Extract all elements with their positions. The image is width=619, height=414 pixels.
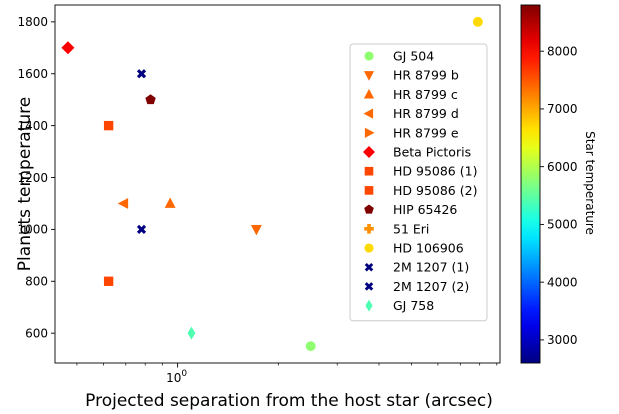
x-tick-label: 100 xyxy=(166,369,187,385)
data-point-6 xyxy=(61,41,75,55)
colorbar-tick-label: 5000 xyxy=(547,218,578,232)
legend-marker xyxy=(364,204,374,214)
legend-marker xyxy=(365,299,373,312)
legend-marker xyxy=(364,243,374,253)
y-tick-label: 1200 xyxy=(17,171,48,185)
data-point-3 xyxy=(164,197,176,208)
y-tick-label: 800 xyxy=(25,275,48,289)
legend-marker xyxy=(363,146,375,158)
data-point-4 xyxy=(117,198,129,209)
data-point-11 xyxy=(472,16,483,27)
y-tick-label: 1600 xyxy=(17,67,48,81)
legend-marker xyxy=(364,127,375,138)
colorbar-title: Star temperature xyxy=(583,131,597,235)
colorbar-gradient xyxy=(520,4,541,364)
legend-label: GJ 758 xyxy=(393,298,434,313)
colorbar-tick-label: 7000 xyxy=(547,102,578,116)
y-tick-label: 1000 xyxy=(17,223,48,237)
legend-marker xyxy=(364,186,374,195)
data-points xyxy=(16,16,483,352)
data-point-8 xyxy=(103,276,114,286)
data-point-12 xyxy=(136,69,147,79)
y-axis-title: Planets temperature xyxy=(15,97,35,271)
data-point-2 xyxy=(250,224,262,236)
legend-label: HIP 65426 xyxy=(393,202,457,217)
legend-label: Beta Pictoris xyxy=(393,145,471,160)
legend-label: 51 Eri xyxy=(393,221,429,236)
data-point-10 xyxy=(16,302,26,312)
legend-marker xyxy=(364,166,374,176)
plot-frame xyxy=(54,4,501,364)
legend-marker xyxy=(364,51,374,61)
data-point-14 xyxy=(187,326,196,340)
legend-label: GJ 504 xyxy=(393,49,434,64)
legend-label: HR 8799 b xyxy=(393,68,459,83)
legend-label: HR 8799 e xyxy=(393,125,459,140)
axes: 600 800 1000 1200 1400 1600 1800 100 xyxy=(17,4,501,385)
legend: GJ 504 HR 8799 b HR 8799 c HR 8799 d HR 8799… xyxy=(349,43,488,322)
legend-marker xyxy=(363,88,375,99)
data-point-1 xyxy=(305,341,316,352)
data-point-7 xyxy=(103,120,114,131)
legend-marker xyxy=(364,262,374,272)
legend-marker xyxy=(364,224,374,234)
legend-label: HD 95086 (2) xyxy=(393,183,477,198)
data-point-13 xyxy=(136,224,147,234)
legend-marker xyxy=(363,108,374,119)
x-axis-title: Projected separation from the host star … xyxy=(85,391,493,411)
legend-label: 2M 1207 (2) xyxy=(393,279,469,294)
colorbar: 3000 4000 5000 6000 7000 8000 xyxy=(520,4,578,364)
legend-label: HD 106906 xyxy=(393,241,464,256)
colorbar-tick-label: 6000 xyxy=(547,160,578,174)
legend-marker xyxy=(364,282,374,291)
y-tick-label: 1400 xyxy=(17,119,48,133)
legend-label: HD 95086 (1) xyxy=(393,164,477,179)
legend-box xyxy=(349,43,488,322)
legend-marker xyxy=(363,71,375,81)
y-tick-label: 1800 xyxy=(17,15,48,29)
y-tick-label: 600 xyxy=(25,326,48,340)
data-point-9 xyxy=(145,94,156,105)
legend-label: 2M 1207 (1) xyxy=(393,260,469,275)
legend-label: HR 8799 c xyxy=(393,87,458,102)
colorbar-tick-label: 4000 xyxy=(547,275,578,289)
colorbar-tick-label: 3000 xyxy=(547,333,578,347)
legend-label: HR 8799 d xyxy=(393,106,459,121)
colorbar-tick-label: 8000 xyxy=(547,44,578,58)
